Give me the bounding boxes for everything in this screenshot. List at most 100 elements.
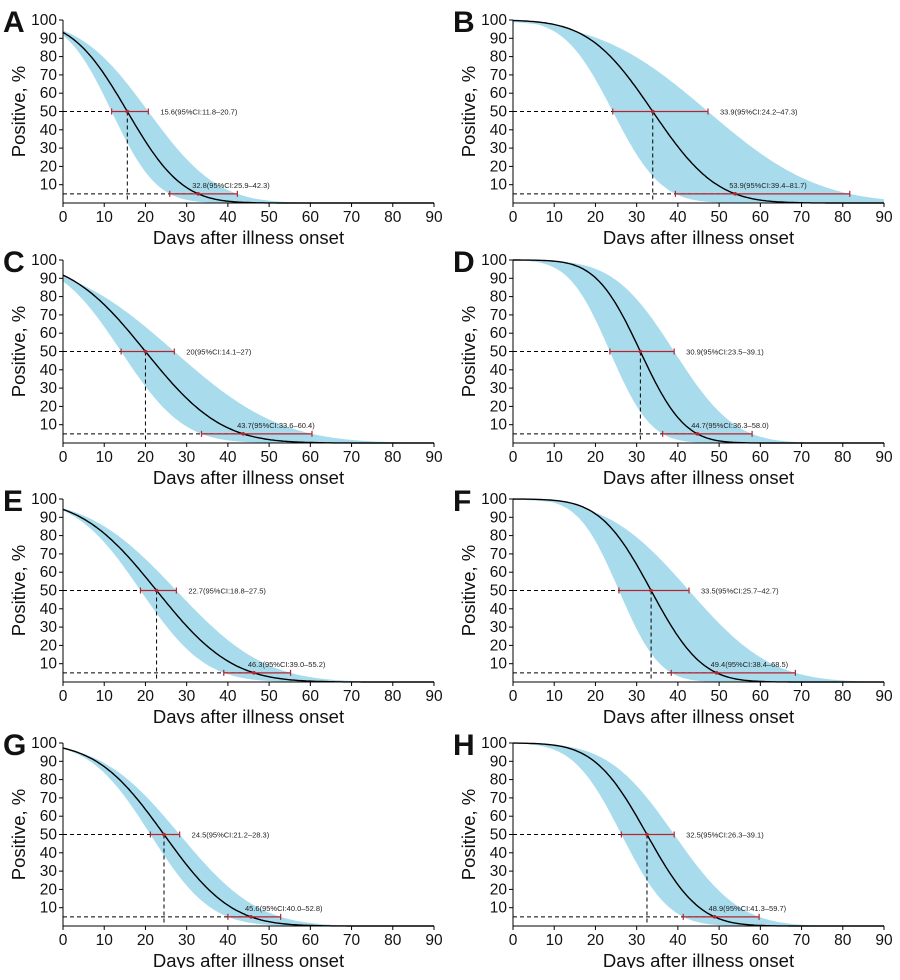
y-tick-label: 20 (40, 158, 58, 175)
y-tick-label: 70 (490, 307, 508, 324)
x-tick-label: 10 (96, 688, 114, 705)
x-tick-label: 40 (219, 209, 237, 226)
y-tick-label: 50 (40, 344, 58, 361)
y-tick-label: 80 (490, 528, 508, 545)
y-tick-label: 10 (490, 177, 508, 194)
median-ci-bar (620, 831, 675, 838)
x-tick-label: 80 (834, 932, 852, 949)
x-tick-label: 50 (260, 449, 278, 466)
median-annotation: 22.7(95%CI:18.8–27.5) (188, 587, 266, 596)
chart-svg: 30.9(95%CI:23.5–39.1) 44.7(95%CI:36.3–58.… (453, 246, 893, 485)
y-tick-label: 20 (490, 881, 508, 898)
x-tick-label: 20 (587, 449, 605, 466)
y-tick-label: 90 (40, 509, 58, 526)
y-axis-title: Positive, % (8, 66, 29, 158)
x-tick-label: 10 (546, 688, 564, 705)
ci-point (143, 349, 148, 354)
x-tick-label: 0 (59, 209, 68, 226)
x-tick-label: 70 (343, 932, 361, 949)
panel-letter: B (453, 6, 475, 39)
x-tick-label: 60 (302, 932, 320, 949)
y-tick-label: 10 (490, 417, 508, 434)
y-tick-label: 80 (40, 528, 58, 545)
x-tick-label: 40 (669, 449, 687, 466)
y-tick-label: 80 (490, 289, 508, 306)
ci-point (714, 671, 719, 675)
y-tick-label: 40 (490, 845, 508, 862)
p95-ci-bar (662, 430, 753, 437)
x-tick-label: 30 (628, 449, 646, 466)
y-tick-label: 100 (31, 252, 57, 269)
y-tick-label: 20 (40, 881, 58, 898)
x-tick-label: 50 (710, 932, 728, 949)
y-tick-label: 80 (40, 289, 58, 306)
x-tick-label: 10 (546, 932, 564, 949)
ci-point (249, 915, 253, 919)
y-tick-label: 10 (40, 656, 58, 673)
y-tick-label: 20 (490, 637, 508, 654)
chart-svg: 32.5(95%CI:26.3–39.1) 48.9(95%CI:41.3–59.… (453, 729, 893, 968)
y-axis-title: Positive, % (8, 306, 29, 398)
p95-annotation: 43.7(95%CI:33.6–60.4) (237, 421, 315, 430)
median-ci-bar (618, 587, 690, 594)
x-tick-label: 0 (509, 688, 518, 705)
y-tick-label: 60 (490, 564, 508, 581)
p95-annotation: 46.3(95%CI:39.0–55.2) (248, 660, 326, 669)
x-tick-label: 0 (59, 449, 68, 466)
y-tick-label: 40 (40, 362, 58, 379)
x-tick-label: 90 (425, 932, 443, 949)
y-tick-label: 80 (40, 772, 58, 789)
x-tick-label: 30 (178, 209, 196, 226)
y-tick-label: 80 (40, 49, 58, 66)
x-tick-label: 0 (509, 209, 518, 226)
confidence-band (513, 499, 884, 682)
median-annotation: 24.5(95%CI:21.2–28.3) (192, 831, 270, 840)
chart-svg: 15.6(95%CI:11.8–20.7) 32.8(95%CI:25.9–42.… (3, 6, 443, 245)
x-axis-title: Days after illness onset (153, 227, 344, 245)
y-tick-label: 10 (40, 900, 58, 917)
x-tick-label: 30 (178, 932, 196, 949)
y-tick-label: 50 (40, 827, 58, 844)
x-tick-label: 20 (137, 449, 155, 466)
panel-letter: G (3, 729, 26, 762)
ci-point (712, 915, 717, 919)
y-tick-label: 100 (31, 491, 57, 508)
x-axis-title: Days after illness onset (603, 950, 794, 968)
y-tick-label: 50 (490, 583, 508, 600)
x-tick-label: 10 (96, 209, 114, 226)
panel-letter: C (3, 246, 25, 279)
x-tick-label: 90 (425, 688, 443, 705)
x-axis-title: Days after illness onset (153, 706, 344, 724)
x-tick-label: 70 (793, 209, 811, 226)
chart-svg: 20(95%CI:14.1–27) 43.7(95%CI:33.6–60.4) 10… (3, 246, 443, 485)
y-tick-label: 40 (490, 601, 508, 618)
x-tick-label: 50 (260, 688, 278, 705)
x-tick-label: 80 (834, 688, 852, 705)
y-tick-label: 50 (490, 104, 508, 121)
x-tick-label: 20 (137, 209, 155, 226)
x-tick-label: 30 (628, 932, 646, 949)
y-axis-title: Positive, % (8, 789, 29, 881)
ci-point (125, 109, 130, 114)
y-tick-label: 90 (490, 270, 508, 287)
x-tick-label: 60 (752, 932, 770, 949)
p95-annotation: 32.8(95%CI:25.9–42.3) (192, 181, 270, 190)
x-tick-label: 80 (384, 449, 402, 466)
y-tick-label: 60 (40, 85, 58, 102)
x-tick-label: 50 (710, 688, 728, 705)
median-annotation: 20(95%CI:14.1–27) (186, 348, 252, 357)
panel-letter: A (3, 6, 25, 39)
panel-letter: E (3, 485, 23, 518)
x-tick-label: 60 (752, 209, 770, 226)
p95-annotation: 53.9(95%CI:39.4–81.7) (729, 181, 807, 190)
y-tick-label: 20 (490, 158, 508, 175)
p95-ci-bar (169, 190, 238, 197)
y-tick-label: 70 (490, 790, 508, 807)
chart-svg: 22.7(95%CI:18.8–27.5) 46.3(95%CI:39.0–55.… (3, 485, 443, 724)
x-tick-label: 90 (875, 688, 893, 705)
median-annotation: 33.9(95%CI:24.2–47.3) (720, 108, 798, 117)
median-ci-bar (111, 108, 149, 115)
y-tick-label: 70 (40, 307, 58, 324)
ci-point (241, 432, 245, 436)
